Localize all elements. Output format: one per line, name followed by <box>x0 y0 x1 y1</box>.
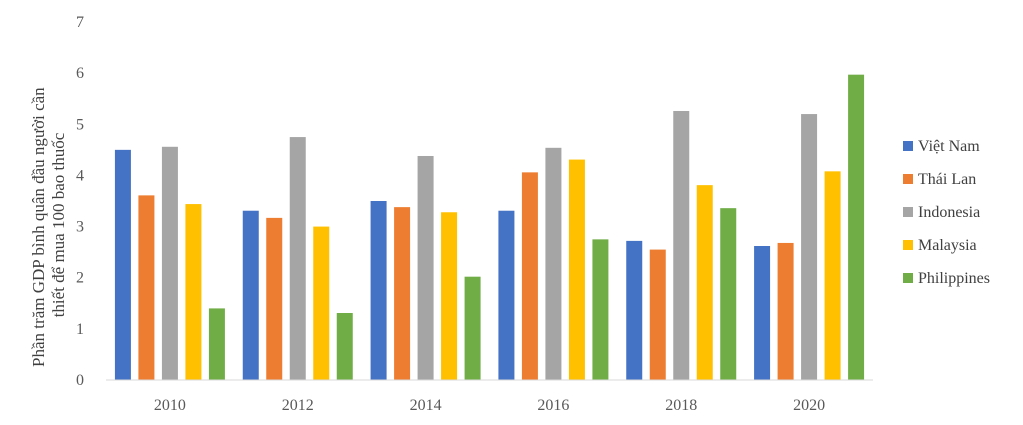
bar <box>521 172 538 380</box>
x-tick-label: 2010 <box>154 397 186 414</box>
legend-label: Thái Lan <box>918 171 976 188</box>
bar <box>289 137 306 380</box>
bar <box>720 208 737 380</box>
bar <box>266 217 283 380</box>
y-tick-label: 2 <box>76 270 84 287</box>
bar <box>138 195 155 380</box>
bar <box>242 210 259 380</box>
legend-swatch <box>903 174 913 184</box>
bar <box>824 171 841 380</box>
y-axis-label-line-2: thiết để mua 100 bao thuốc <box>49 132 68 317</box>
bar <box>777 242 794 380</box>
x-axis-ticks: 2010 2012 2014 2016 2018 2020 <box>154 397 825 414</box>
legend-swatch <box>903 240 913 250</box>
legend-swatch <box>903 273 913 283</box>
bar <box>114 149 131 380</box>
x-tick-label: 2016 <box>537 397 569 414</box>
bar <box>313 226 330 380</box>
x-tick-label: 2014 <box>410 397 442 414</box>
bars <box>114 74 865 381</box>
bar <box>696 185 713 380</box>
bar <box>498 210 515 380</box>
bar <box>626 240 643 380</box>
bar <box>417 155 434 380</box>
bar <box>848 74 865 381</box>
y-tick-label: 7 <box>76 14 84 31</box>
y-tick-label: 3 <box>76 219 84 236</box>
y-tick-label: 6 <box>76 65 84 82</box>
y-tick-label: 5 <box>76 116 84 133</box>
legend-label: Việt Nam <box>918 138 980 155</box>
bar <box>394 207 411 380</box>
bar <box>545 147 562 380</box>
y-tick-label: 1 <box>76 321 84 338</box>
y-axis-label-line-1: Phần trăm GDP bình quân đầu người cần <box>29 87 48 367</box>
bar <box>208 308 225 380</box>
legend-label: Philippines <box>918 270 990 287</box>
x-tick-label: 2012 <box>282 397 314 414</box>
y-tick-label: 0 <box>76 372 84 389</box>
bar <box>592 239 609 380</box>
bar <box>441 212 458 380</box>
bar <box>649 249 666 380</box>
bar <box>161 146 178 380</box>
bar <box>336 313 353 380</box>
bar <box>464 276 481 380</box>
x-tick-label: 2018 <box>665 397 697 414</box>
bar <box>568 159 585 380</box>
y-axis-ticks: 0 1 2 3 4 5 6 7 <box>76 14 84 389</box>
bar <box>754 246 771 380</box>
legend-label: Indonesia <box>918 204 980 221</box>
bar <box>370 201 387 380</box>
y-tick-label: 4 <box>76 167 84 184</box>
legend-label: Malaysia <box>918 237 977 254</box>
legend: Việt Nam Thái Lan Indonesia Malaysia Philipp… <box>903 138 990 287</box>
y-axis-label: Phần trăm GDP bình quân đầu người cần th… <box>29 83 68 367</box>
legend-swatch <box>903 207 913 217</box>
bar <box>673 110 690 380</box>
bar <box>185 204 202 380</box>
legend-swatch <box>903 141 913 151</box>
x-tick-label: 2020 <box>793 397 825 414</box>
bar <box>801 114 818 381</box>
